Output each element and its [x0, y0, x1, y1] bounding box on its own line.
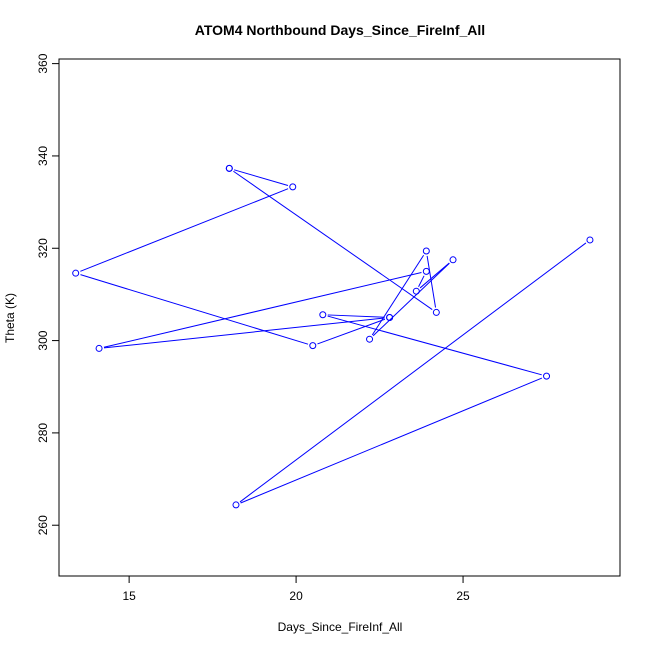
- x-tick-label: 20: [289, 589, 303, 603]
- x-tick-label: 25: [456, 589, 470, 603]
- x-tick-label: 15: [122, 589, 136, 603]
- data-point: [72, 269, 80, 277]
- series-segment: [419, 262, 450, 289]
- data-point: [432, 308, 440, 316]
- data-point: [449, 256, 457, 264]
- data-point: [412, 287, 420, 295]
- x-axis: 15 20 25: [122, 575, 470, 603]
- data-point: [289, 183, 297, 191]
- series-segment: [240, 377, 543, 504]
- series-segment: [103, 317, 385, 349]
- series-segment: [327, 314, 385, 318]
- y-tick-label: 320: [36, 238, 50, 258]
- series-segment: [372, 262, 450, 337]
- data-point: [225, 164, 233, 172]
- y-tick-label: 360: [36, 53, 50, 73]
- data-point: [422, 247, 430, 255]
- data-point: [366, 335, 374, 343]
- series-segment: [233, 169, 289, 186]
- y-tick-label: 340: [36, 146, 50, 166]
- data-point: [95, 344, 103, 352]
- series-segment: [327, 315, 542, 376]
- data-point: [586, 236, 594, 244]
- data-point: [543, 372, 551, 380]
- series-segment: [233, 170, 433, 310]
- series-segment: [317, 318, 386, 345]
- plot-frame: [58, 58, 621, 577]
- chart-title: ATOM4 Northbound Days_Since_FireInf_All: [195, 22, 485, 38]
- series-segment: [80, 274, 309, 345]
- series-segment: [426, 255, 437, 308]
- data-point: [309, 342, 317, 350]
- y-tick-label: 260: [36, 515, 50, 535]
- series-segment: [371, 254, 425, 336]
- y-axis-label: Theta (K): [3, 293, 17, 343]
- series-segment: [239, 242, 587, 503]
- series-segment: [418, 275, 425, 287]
- x-axis-label: Days_Since_FireInf_All: [278, 620, 403, 634]
- data-point: [319, 311, 327, 319]
- data-point: [422, 267, 430, 275]
- y-tick-label: 300: [36, 330, 50, 350]
- data-point: [386, 314, 394, 321]
- series-segment: [103, 271, 422, 348]
- y-axis: 260 280 300 320 340 360: [36, 53, 60, 535]
- data-point: [232, 501, 240, 509]
- data-series: [72, 164, 594, 509]
- y-tick-label: 280: [36, 423, 50, 443]
- series-segment: [80, 188, 289, 272]
